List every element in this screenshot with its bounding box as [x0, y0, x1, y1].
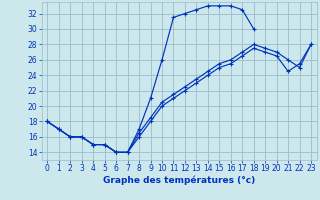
X-axis label: Graphe des températures (°c): Graphe des températures (°c) [103, 176, 255, 185]
